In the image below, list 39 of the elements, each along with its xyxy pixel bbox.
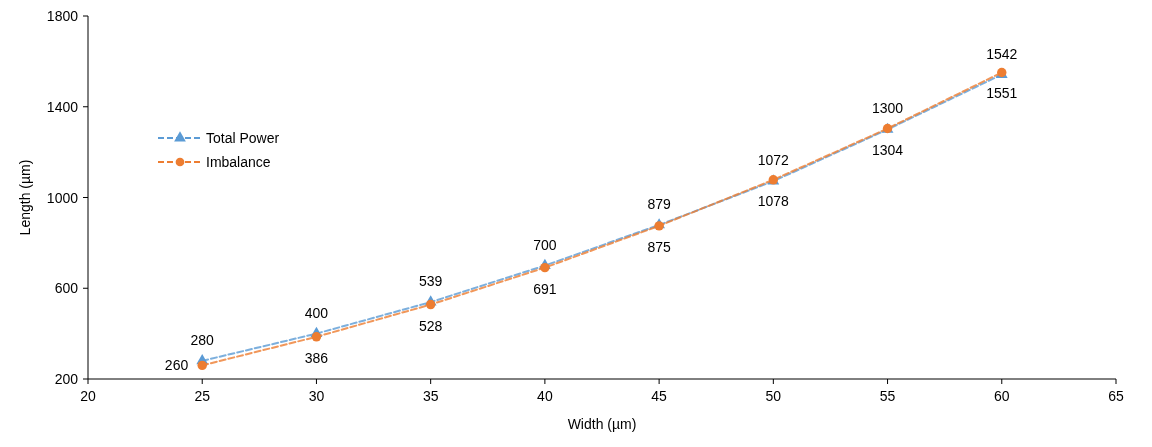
point: [540, 262, 550, 273]
x-tick-label: 55: [879, 388, 896, 404]
x-tick-label: 40: [537, 388, 553, 404]
data-label: 691: [533, 280, 557, 297]
x-tick-label: 35: [422, 388, 439, 404]
x-tick-label: 25: [194, 388, 211, 404]
y-tick-label: 200: [54, 371, 79, 387]
y-tick-label: 600: [54, 280, 79, 297]
x-tick-label: 20: [80, 388, 96, 404]
data-label: 539: [418, 273, 443, 290]
data-label: 260: [164, 357, 189, 374]
data-label: 528: [418, 317, 443, 334]
data-label: 700: [533, 236, 557, 253]
data-label: 879: [647, 195, 671, 212]
data-label: 1072: [757, 152, 790, 169]
data-label: 1300: [871, 100, 904, 117]
data-label: 280: [190, 331, 215, 348]
y-axis-title: Length (µm): [17, 159, 33, 236]
data-label: 875: [647, 238, 671, 255]
x-axis-title: Width (µm): [567, 416, 637, 432]
point: [425, 299, 436, 310]
x-tick-label: 60: [993, 388, 1010, 404]
y-tick-label: 1800: [46, 8, 79, 24]
data-label: 1078: [757, 192, 790, 209]
x-tick-label: 50: [765, 388, 782, 404]
legend-label: Imbalance: [206, 154, 271, 170]
x-tick-label: 30: [308, 388, 325, 404]
data-label: 1551: [986, 85, 1018, 102]
point: [197, 360, 207, 371]
y-tick-label: 1400: [46, 98, 79, 115]
data-label: 1304: [871, 141, 904, 158]
x-tick-label: 45: [651, 388, 668, 404]
data-label: 386: [304, 349, 329, 366]
y-tick-label: 1000: [46, 189, 79, 206]
data-label: 400: [304, 304, 329, 321]
point: [311, 332, 322, 342]
legend-label: Total Power: [206, 130, 280, 146]
x-tick-label: 65: [1108, 388, 1124, 404]
data-label: 1542: [986, 45, 1018, 62]
